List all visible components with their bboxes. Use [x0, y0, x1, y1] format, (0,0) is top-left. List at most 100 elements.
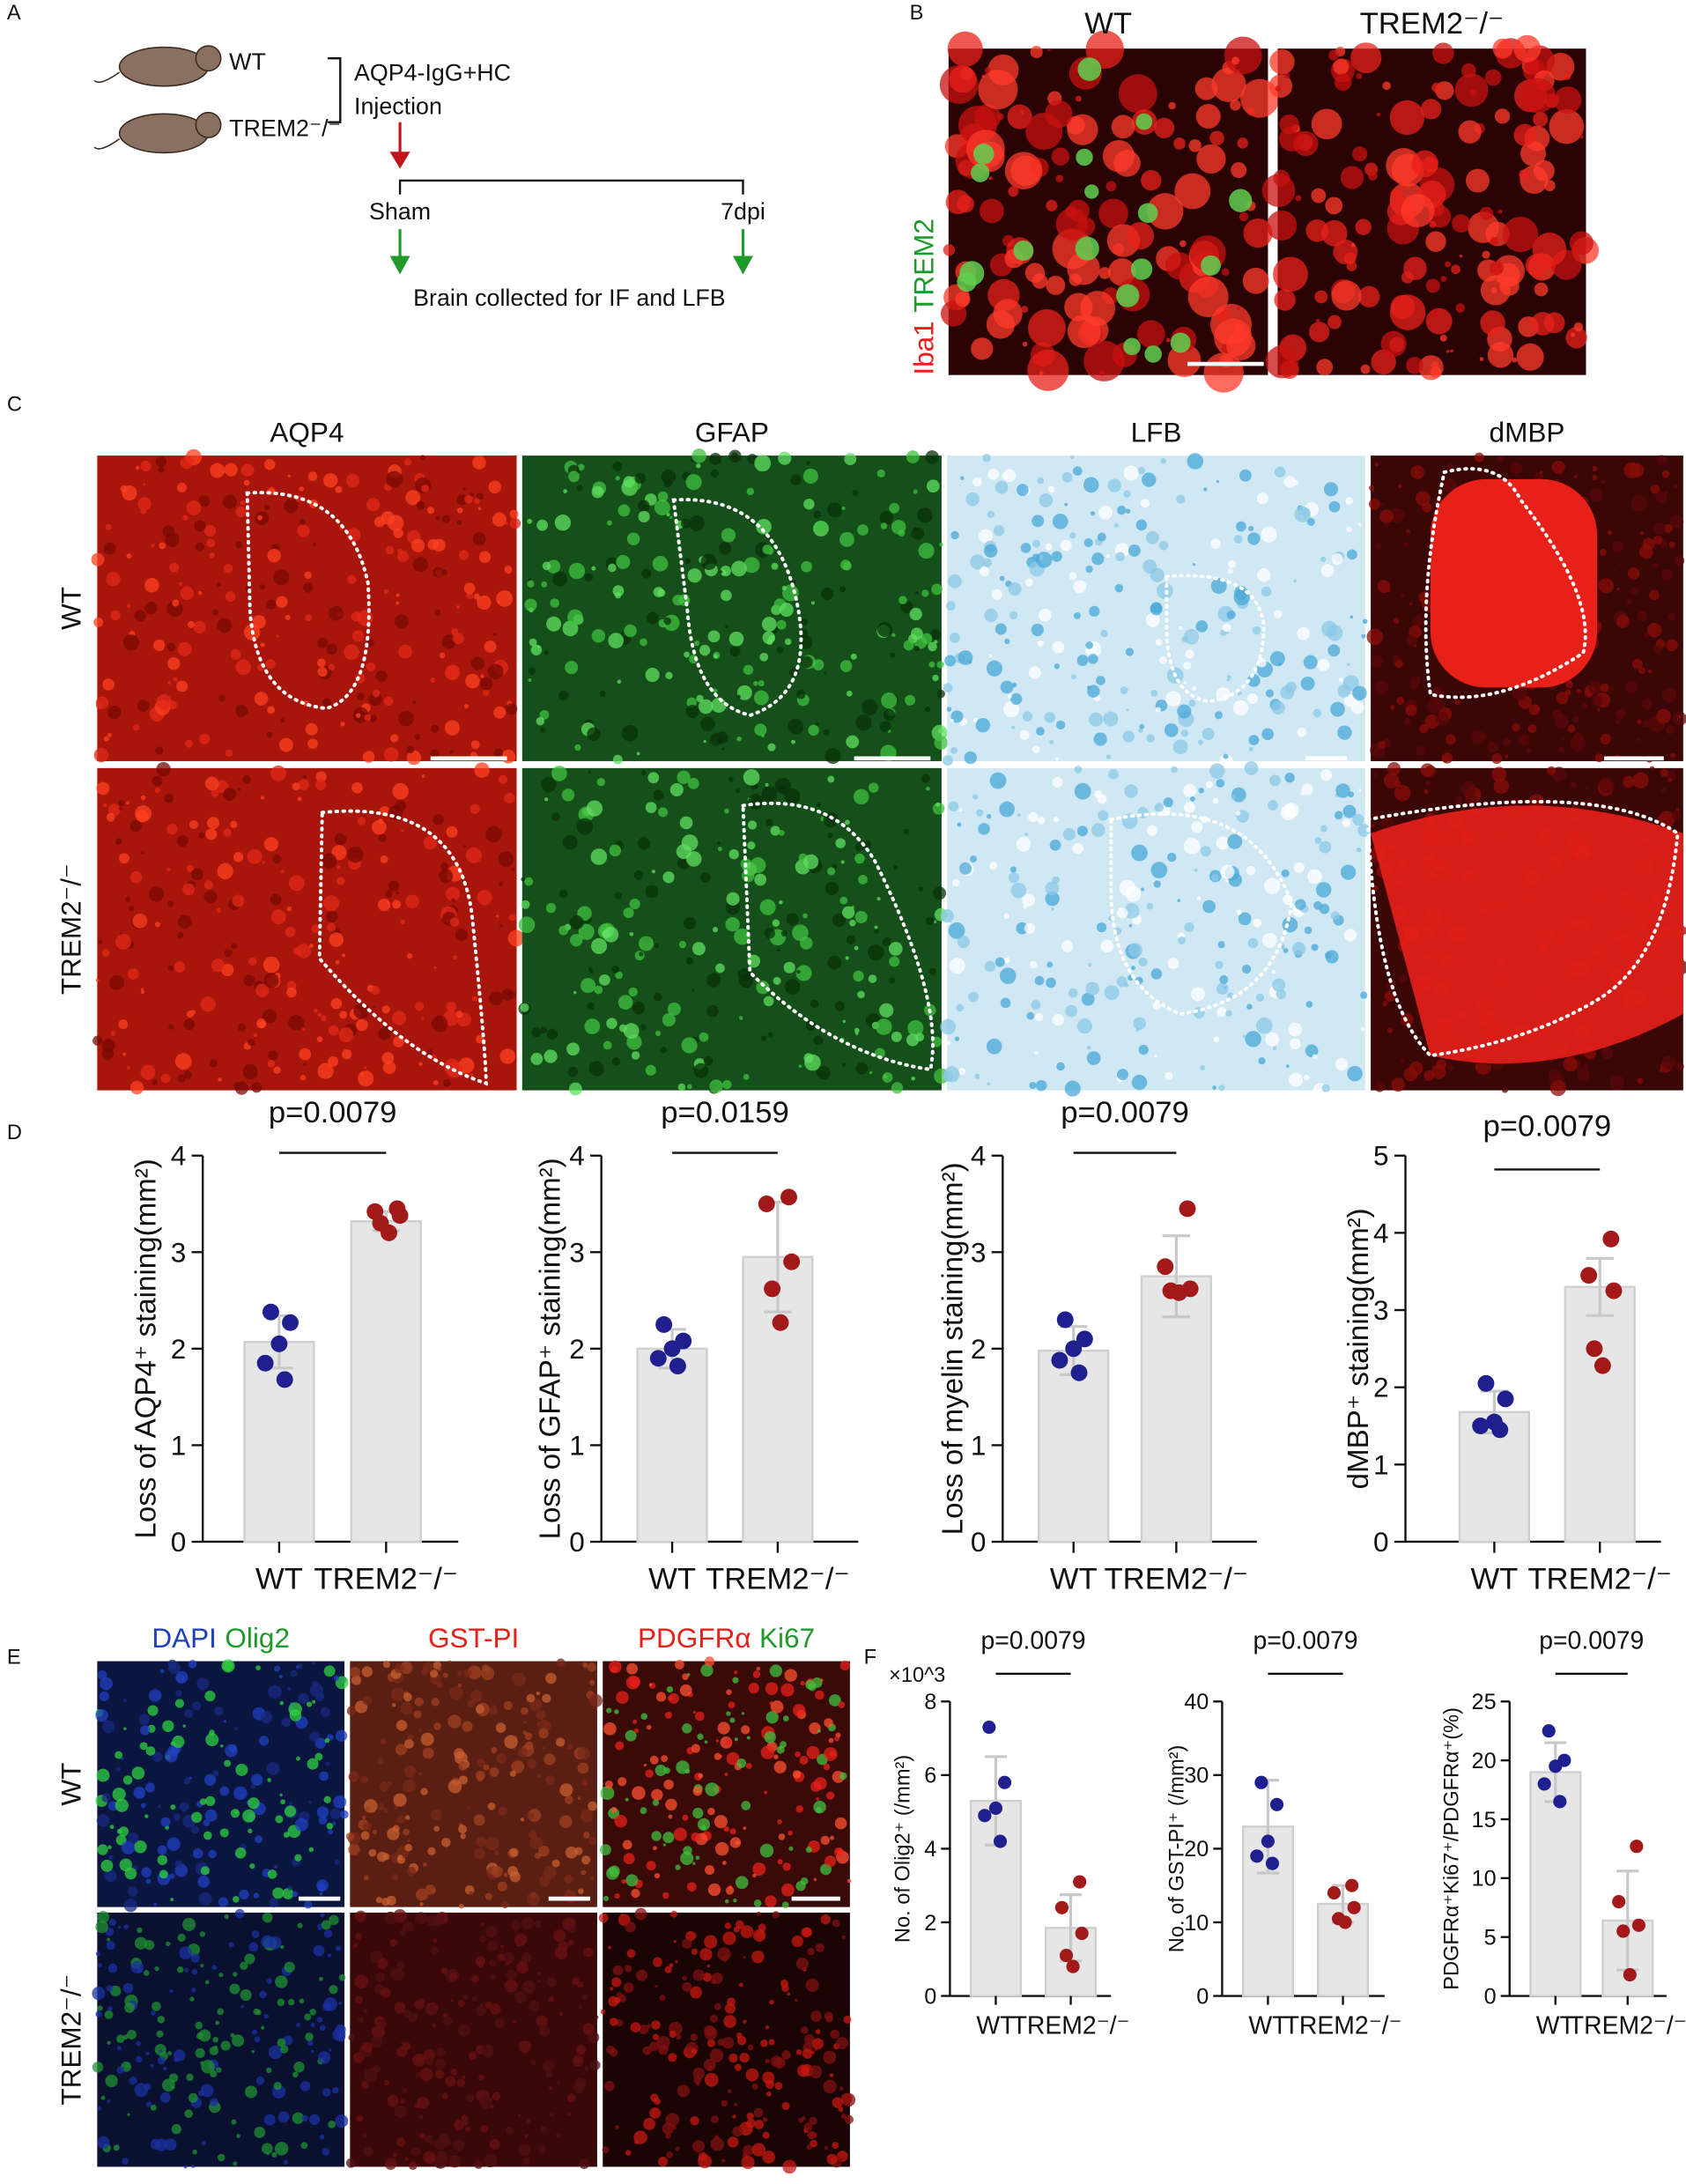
image-speckle	[487, 1941, 498, 1951]
image-speckle	[1004, 958, 1010, 964]
image-speckle	[335, 833, 346, 845]
image-speckle	[201, 2084, 214, 2098]
image-speckle	[123, 1924, 129, 1929]
image-speckle	[355, 1911, 366, 1922]
image-speckle	[1160, 458, 1166, 464]
image-speckle	[318, 2051, 330, 2063]
image-speckle	[381, 1052, 394, 1064]
image-speckle	[415, 1002, 424, 1011]
image-speckle	[950, 747, 958, 754]
image-speckle	[1020, 730, 1030, 740]
image-speckle	[470, 804, 480, 814]
image-speckle	[489, 2139, 499, 2150]
image-speckle	[658, 2045, 669, 2055]
image-speckle	[198, 591, 202, 595]
image-speckle	[627, 532, 640, 545]
image-speckle	[1200, 1065, 1205, 1070]
image-speckle	[660, 1995, 666, 2001]
image-speckle	[132, 1766, 145, 1780]
image-speckle	[1087, 685, 1099, 697]
image-speckle	[766, 2091, 772, 2097]
image-speckle	[1661, 1055, 1675, 1070]
image-speckle	[1488, 342, 1513, 367]
image-speckle	[810, 1781, 821, 1792]
image-speckle	[116, 2066, 124, 2074]
image-speckle	[985, 961, 995, 972]
image-speckle	[427, 1049, 433, 1055]
image-speckle	[451, 2069, 458, 2076]
image-speckle	[1032, 540, 1040, 548]
image-speckle	[1141, 888, 1144, 892]
image-speckle	[750, 857, 765, 873]
image-speckle	[394, 2106, 406, 2118]
image-speckle	[869, 782, 878, 792]
image-speckle	[255, 1665, 261, 1670]
mouse	[196, 46, 220, 70]
image-speckle	[499, 882, 503, 886]
image-speckle	[1534, 160, 1555, 181]
image-speckle	[302, 1028, 305, 1031]
image-speckle	[992, 589, 1002, 600]
image-speckle	[1274, 289, 1295, 310]
image-speckle	[811, 601, 815, 604]
image-speckle	[1150, 568, 1165, 582]
image-speckle	[654, 2098, 661, 2105]
image-speckle	[1450, 349, 1453, 352]
image-speckle	[597, 778, 605, 786]
image-speckle	[522, 1980, 536, 1994]
image-speckle	[472, 455, 486, 470]
image-speckle	[1358, 286, 1379, 307]
mouse-tail	[94, 139, 119, 149]
image-speckle	[1382, 1001, 1388, 1007]
image-speckle	[373, 1005, 376, 1009]
image-speckle	[1163, 797, 1172, 807]
image-speckle	[686, 958, 693, 965]
y-tick-label: 2	[924, 1911, 936, 1936]
image-speckle	[709, 1079, 722, 1092]
image-speckle	[397, 549, 403, 554]
image-speckle	[741, 2156, 754, 2169]
image-speckle	[841, 2093, 855, 2107]
image-speckle	[881, 692, 897, 708]
image-speckle	[733, 1899, 736, 1902]
image-speckle	[559, 1815, 573, 1828]
image-speckle	[1526, 748, 1532, 754]
image-speckle	[432, 1016, 448, 1033]
image-speckle	[1146, 531, 1159, 544]
image-speckle	[683, 1815, 689, 1821]
image-speckle	[1231, 162, 1246, 178]
image-speckle	[393, 528, 403, 538]
bracket	[328, 58, 340, 122]
image-speckle	[1261, 587, 1271, 596]
image-speckle	[692, 1969, 704, 1980]
image-speckle	[1361, 634, 1365, 639]
image-speckle	[513, 2020, 516, 2024]
image-speckle	[1352, 685, 1367, 700]
image-speckle	[670, 783, 684, 796]
image-speckle	[141, 851, 144, 855]
image-speckle	[283, 1888, 294, 1899]
data-point	[982, 1721, 995, 1734]
image-speckle	[1394, 618, 1400, 624]
image-speckle	[647, 772, 659, 783]
image-speckle	[1091, 823, 1106, 837]
image-speckle	[1335, 73, 1352, 91]
image-speckle	[849, 920, 855, 926]
image-speckle	[297, 1923, 302, 1929]
image-speckle	[889, 977, 896, 984]
image-speckle	[1077, 57, 1101, 81]
image-speckle	[1265, 1033, 1279, 1047]
image-speckle	[883, 1072, 893, 1083]
image-speckle	[439, 869, 453, 883]
image-speckle	[415, 1698, 424, 1706]
image-speckle	[891, 633, 895, 637]
image-speckle	[995, 481, 1009, 494]
image-speckle	[774, 2082, 782, 2090]
image-speckle	[605, 1781, 613, 1788]
image-speckle	[166, 1838, 180, 1851]
image-speckle	[707, 1965, 710, 1967]
image-speckle	[171, 2085, 174, 2089]
image-speckle	[711, 2115, 719, 2123]
image-speckle	[471, 1996, 477, 2002]
y-axis-label: dMBP⁺ staining(mm²)	[1342, 1208, 1375, 1489]
